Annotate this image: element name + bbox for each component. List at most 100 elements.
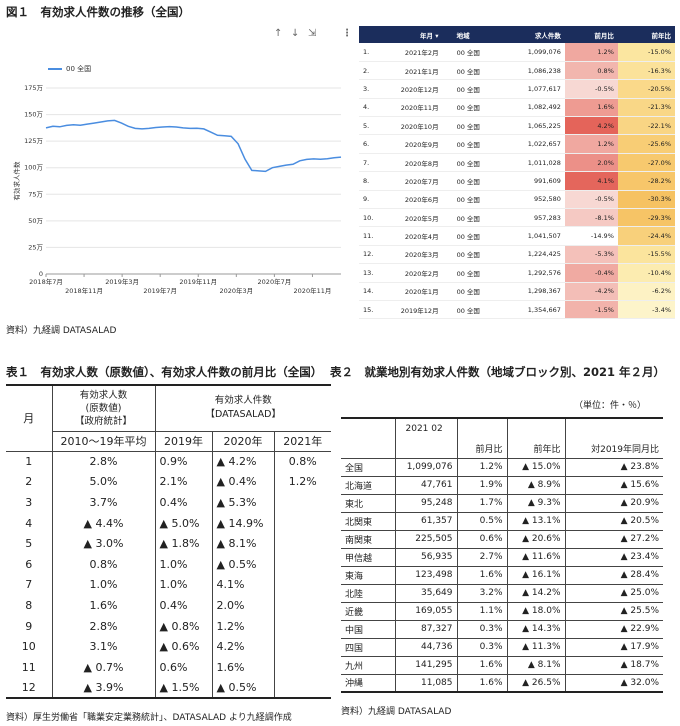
table2-unit: （単位：件・％） xyxy=(574,401,647,411)
t2-yoy: ▲ 20.6% xyxy=(507,530,566,549)
table1: 月 有効求人数 (原数値) 【政府統計】 有効求人件数 【DATASALAD】 … xyxy=(6,384,331,700)
t1-month-header: 月 xyxy=(6,384,53,452)
ranking-row[interactable]: 1. 2021年2月 00 全国 1,099,076 1.2% -15.0% xyxy=(359,43,675,62)
t2-value: 169,055 xyxy=(395,602,458,621)
t2-value: 225,505 xyxy=(395,530,458,549)
ranking-row[interactable]: 14. 2020年1月 00 全国 1,298,367 -4.2% -6.2% xyxy=(359,282,675,301)
rank-area: 00 全国 xyxy=(442,263,498,283)
t1-2021 xyxy=(274,595,331,616)
figure1-source: 資料）九経調 DATASALAD xyxy=(6,326,117,336)
t2-mom: 1.7% xyxy=(457,494,508,513)
table2-row: 東海 123,498 1.6% ▲ 16.1% ▲ 28.4% xyxy=(341,566,663,585)
t2-mom: 0.5% xyxy=(457,512,508,531)
table2-row: 東北 95,248 1.7% ▲ 9.3% ▲ 20.9% xyxy=(341,494,663,513)
ranking-row[interactable]: 5. 2020年10月 00 全国 1,065,225 4.2% -22.1% xyxy=(359,116,675,136)
t2-value: 56,935 xyxy=(395,548,458,567)
rank-mom: -5.3% xyxy=(564,245,618,265)
ranking-row[interactable]: 2. 2021年1月 00 全国 1,086,238 0.8% -16.3% xyxy=(359,61,675,81)
t2-vs2019: ▲ 27.2% xyxy=(565,530,663,549)
y-tick-label: 25万 xyxy=(28,243,43,251)
chart-card: ↑ ↓ ⇲ ⋮ 00 全国 0 25万 50万 75万 100万 125万 150万 175万… xyxy=(6,22,352,310)
t2-region: 近畿 xyxy=(341,602,396,621)
t1-2020: ▲ 0.4% xyxy=(212,471,275,493)
t1-month: 7 xyxy=(6,574,53,596)
ranking-row[interactable]: 15. 2019年12月 00 全国 1,354,667 -1.5% -3.4% xyxy=(359,300,675,320)
figure1-title: 図１ 有効求人件数の推移（全国） xyxy=(6,5,190,19)
ranking-row[interactable]: 7. 2020年8月 00 全国 1,011,028 2.0% -27.0% xyxy=(359,153,675,173)
rank-value: 1,065,225 xyxy=(497,116,565,136)
ranking-row[interactable]: 12. 2020年3月 00 全国 1,224,425 -5.3% -15.5% xyxy=(359,245,675,265)
rank-mom: 1.2% xyxy=(564,43,618,62)
rank-yoy: -22.1% xyxy=(617,116,675,136)
ranking-row[interactable]: 11. 2020年4月 00 全国 1,041,507 -14.9% -24.4% xyxy=(359,226,675,246)
ranking-row[interactable]: 13. 2020年2月 00 全国 1,292,576 -0.4% -10.4% xyxy=(359,263,675,283)
t2-blank-header xyxy=(457,417,508,439)
ranking-row[interactable]: 9. 2020年6月 00 全国 952,580 -0.5% -30.3% xyxy=(359,190,675,210)
t1-avg: 1.0% xyxy=(52,574,156,596)
y-axis-label: 有効求人件数 xyxy=(12,161,21,201)
t1-2019: ▲ 0.8% xyxy=(155,615,213,637)
table2-title: 表２ 就業地別有効求人件数（地域ブロック別、2021 年２月） xyxy=(330,365,666,379)
t2-yoy: ▲ 15.0% xyxy=(507,458,566,477)
rank-no: 14. xyxy=(359,282,390,301)
t2-blank-header xyxy=(565,417,663,439)
table1-row: 6 0.8% 1.0% ▲ 0.5% xyxy=(6,553,331,575)
rank-area: 00 全国 xyxy=(442,153,498,173)
rank-mom: -0.5% xyxy=(564,190,618,210)
t2-region: 東海 xyxy=(341,566,396,585)
col-date-header[interactable]: 年月 ▾ xyxy=(389,26,443,43)
table2-row: 南関東 225,505 0.6% ▲ 20.6% ▲ 27.2% xyxy=(341,530,663,549)
t2-value: 44,736 xyxy=(395,638,458,657)
table2-row: 全国 1,099,076 1.2% ▲ 15.0% ▲ 23.8% xyxy=(341,458,663,477)
t1-2020: ▲ 14.9% xyxy=(212,512,275,534)
rank-area: 00 全国 xyxy=(442,208,498,228)
rank-value: 991,609 xyxy=(497,171,565,191)
sort-up-icon[interactable]: ↑ xyxy=(274,28,283,39)
t2-vs2019: ▲ 17.9% xyxy=(565,638,663,657)
t1-col1-line3: 【政府統計】 xyxy=(74,415,132,427)
table1-row: 9 2.8% ▲ 0.8% 1.2% xyxy=(6,615,331,637)
col-mom-header[interactable]: 前月比 xyxy=(564,26,618,43)
rank-mom: -4.2% xyxy=(564,282,618,301)
t1-2020: ▲ 0.5% xyxy=(212,553,275,575)
sort-down-icon[interactable]: ↓ xyxy=(291,28,300,39)
t2-blank-header xyxy=(507,417,566,439)
y-tick-label: 175万 xyxy=(24,84,43,92)
expand-icon[interactable]: ⇲ xyxy=(308,28,317,39)
t2-vs2019: ▲ 25.5% xyxy=(565,602,663,621)
rank-yoy: -15.5% xyxy=(617,245,675,265)
rank-yoy: -29.3% xyxy=(617,208,675,228)
ranking-row[interactable]: 3. 2020年12月 00 全国 1,077,617 -0.5% -20.5% xyxy=(359,79,675,99)
rank-date: 2021年1月 xyxy=(389,61,443,81)
rank-no: 11. xyxy=(359,226,390,246)
t1-2021 xyxy=(274,636,331,657)
col-yoy-header[interactable]: 前年比 xyxy=(617,26,675,43)
rank-no: 10. xyxy=(359,208,390,228)
table1-row: 7 1.0% 1.0% 4.1% xyxy=(6,574,331,596)
rank-mom: 0.8% xyxy=(564,61,618,81)
rank-mom: 2.0% xyxy=(564,153,618,173)
t2-value: 87,327 xyxy=(395,620,458,639)
rank-mom: -0.5% xyxy=(564,79,618,99)
t1-col2-header: 有効求人件数 【DATASALAD】 xyxy=(155,384,331,432)
rank-yoy: -20.5% xyxy=(617,79,675,99)
t1-sub-header: 2021年 xyxy=(274,431,331,452)
ranking-row[interactable]: 10. 2020年5月 00 全国 957,283 -8.1% -29.3% xyxy=(359,208,675,228)
ranking-row[interactable]: 8. 2020年7月 00 全国 991,609 4.1% -28.2% xyxy=(359,171,675,191)
rank-area: 00 全国 xyxy=(442,282,498,301)
ranking-row[interactable]: 6. 2020年9月 00 全国 1,022,657 1.2% -25.6% xyxy=(359,134,675,154)
col-area-header[interactable]: 地域 xyxy=(442,26,498,43)
t1-month: 11 xyxy=(6,656,53,678)
more-menu-icon[interactable]: ⋮ xyxy=(342,28,352,39)
ranking-row[interactable]: 4. 2020年11月 00 全国 1,082,492 1.6% -21.3% xyxy=(359,98,675,118)
t2-yoy-header: 前年比 xyxy=(507,439,566,459)
table1-row: 1 2.8% 0.9% ▲ 4.2% 0.8% xyxy=(6,451,331,472)
rank-area: 00 全国 xyxy=(442,61,498,81)
t1-col1-line1: 有効求人数 xyxy=(79,389,128,401)
rank-value: 1,354,667 xyxy=(497,300,565,320)
rank-mom: 1.6% xyxy=(564,98,618,118)
rank-date: 2020年12月 xyxy=(389,79,443,99)
col-value-header[interactable]: 求人件数 xyxy=(497,26,565,43)
t2-value: 123,498 xyxy=(395,566,458,585)
t1-2020: ▲ 8.1% xyxy=(212,533,275,554)
